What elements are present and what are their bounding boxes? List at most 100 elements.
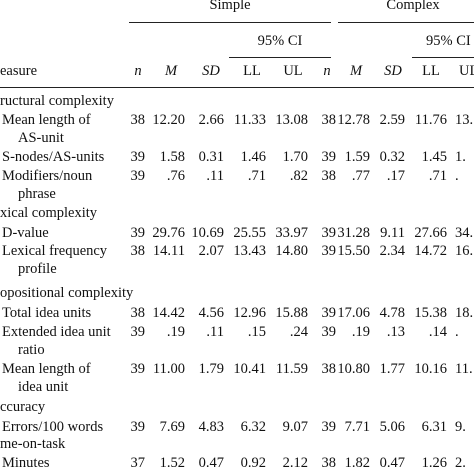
cell-sd1: 4.56 <box>198 305 224 321</box>
cell-ll1: 25.55 <box>233 225 266 241</box>
cell-sd2: 2.34 <box>379 243 405 259</box>
row-label: Extended idea unit <box>2 324 111 340</box>
cell-m2: .19 <box>351 324 370 340</box>
cell-ll2: 14.72 <box>414 243 447 259</box>
cell-ul2: 16. <box>455 243 474 259</box>
column-header-sd-simple: SD <box>202 63 220 79</box>
rule-complex-group <box>338 22 474 23</box>
cell-sd2: 0.32 <box>379 149 405 165</box>
row-label: Minutes <box>2 455 50 471</box>
row-label: S-nodes/AS-units <box>2 149 105 165</box>
cell-n1: 39 <box>130 225 146 241</box>
cell-m2: 1.82 <box>344 455 370 471</box>
column-header-m-complex: M <box>349 63 363 79</box>
column-header-sd-complex: SD <box>384 63 402 79</box>
row-label: Modifiers/noun <box>2 168 93 184</box>
header-ci-simple: 95% CI <box>257 33 303 49</box>
cell-sd1: 2.07 <box>198 243 224 259</box>
cell-ll1: 13.43 <box>233 243 266 259</box>
cell-sd2: 1.77 <box>379 361 405 377</box>
cell-n2: 39 <box>321 149 337 165</box>
cell-m1: 14.11 <box>152 243 185 259</box>
cell-n2: 39 <box>321 324 337 340</box>
column-header-ul-complex: UL <box>459 63 474 79</box>
cell-m2: 1.59 <box>344 149 370 165</box>
cell-m2: 15.50 <box>337 243 370 259</box>
section-time-on-task: me-on-task <box>0 436 66 452</box>
cell-ll2: 1.26 <box>421 455 447 471</box>
cell-sd1: 4.83 <box>198 419 224 435</box>
cell-sd1: 0.31 <box>198 149 224 165</box>
column-header-n-complex: n <box>323 63 331 79</box>
column-header-ul-simple: UL <box>283 63 303 79</box>
header-ci-complex: 95% CI <box>426 33 471 49</box>
cell-ul1: .82 <box>289 168 308 184</box>
section-lexical-complexity: xical complexity <box>0 205 98 221</box>
row-label-continued: profile <box>18 261 57 277</box>
cell-ll2: 10.16 <box>414 361 447 377</box>
cell-n2: 38 <box>321 455 337 471</box>
cell-m1: 1.52 <box>159 455 185 471</box>
cell-m2: 7.71 <box>344 419 370 435</box>
cell-ul1: 15.88 <box>275 305 308 321</box>
cell-ul2: 18. <box>455 305 474 321</box>
cell-ul1: 11.59 <box>275 361 308 377</box>
cell-n1: 39 <box>130 149 146 165</box>
cell-sd2: .17 <box>386 168 405 184</box>
cell-m2: 17.06 <box>337 305 370 321</box>
cell-n1: 38 <box>130 243 146 259</box>
row-label-continued: idea unit <box>18 379 69 395</box>
cell-ul1: 14.80 <box>275 243 308 259</box>
rule-ci-complex <box>412 57 474 58</box>
column-header-n-simple: n <box>134 63 142 79</box>
cell-ll1: 11.33 <box>233 112 266 128</box>
cell-n1: 37 <box>130 455 146 471</box>
cell-n2: 39 <box>321 305 337 321</box>
cell-n1: 39 <box>130 419 146 435</box>
cell-ul2: 13. <box>455 112 474 128</box>
cell-ul2: 11. <box>455 361 473 377</box>
cell-m1: .19 <box>166 324 185 340</box>
cell-ll2: .14 <box>428 324 447 340</box>
cell-ll1: 6.32 <box>240 419 266 435</box>
cell-ll1: .71 <box>247 168 266 184</box>
header-simple: Simple <box>209 0 251 13</box>
cell-n2: 38 <box>321 112 337 128</box>
cell-ul1: 1.70 <box>282 149 308 165</box>
cell-m2: 31.28 <box>337 225 370 241</box>
cell-ul1: .24 <box>289 324 308 340</box>
column-header-measure: easure <box>0 63 38 79</box>
cell-ul2: 9. <box>455 419 466 435</box>
cell-m1: 7.69 <box>159 419 185 435</box>
row-label: Total idea units <box>2 305 92 321</box>
cell-n2: 39 <box>321 419 337 435</box>
cell-sd1: 1.79 <box>198 361 224 377</box>
cell-m1: .76 <box>166 168 185 184</box>
row-label-continued: AS-unit <box>18 130 64 146</box>
cell-ll2: 15.38 <box>414 305 447 321</box>
cell-sd1: .11 <box>206 324 224 340</box>
cell-ll2: 11.76 <box>414 112 447 128</box>
cell-sd2: 9.11 <box>380 225 405 241</box>
section-accuracy: ccuracy <box>0 399 46 415</box>
column-header-ll-simple: LL <box>243 63 261 79</box>
cell-m1: 12.20 <box>152 112 185 128</box>
cell-ll1: 12.96 <box>233 305 266 321</box>
cell-sd1: 2.66 <box>198 112 224 128</box>
rule-header-bottom <box>0 87 474 88</box>
cell-ll2: .71 <box>428 168 447 184</box>
cell-ul2: . <box>455 324 459 340</box>
cell-sd2: 0.47 <box>379 455 405 471</box>
row-label: Mean length of <box>2 361 91 377</box>
cell-n2: 39 <box>321 225 337 241</box>
cell-sd2: 2.59 <box>379 112 405 128</box>
column-header-m-simple: M <box>164 63 178 79</box>
cell-ll2: 6.31 <box>421 419 447 435</box>
header-complex: Complex <box>386 0 440 13</box>
cell-ll1: 10.41 <box>233 361 266 377</box>
cell-ll2: 27.66 <box>414 225 447 241</box>
cell-ul2: . <box>455 168 459 184</box>
cell-n1: 38 <box>130 112 146 128</box>
cell-m1: 1.58 <box>159 149 185 165</box>
cell-ul2: 34. <box>455 225 474 241</box>
